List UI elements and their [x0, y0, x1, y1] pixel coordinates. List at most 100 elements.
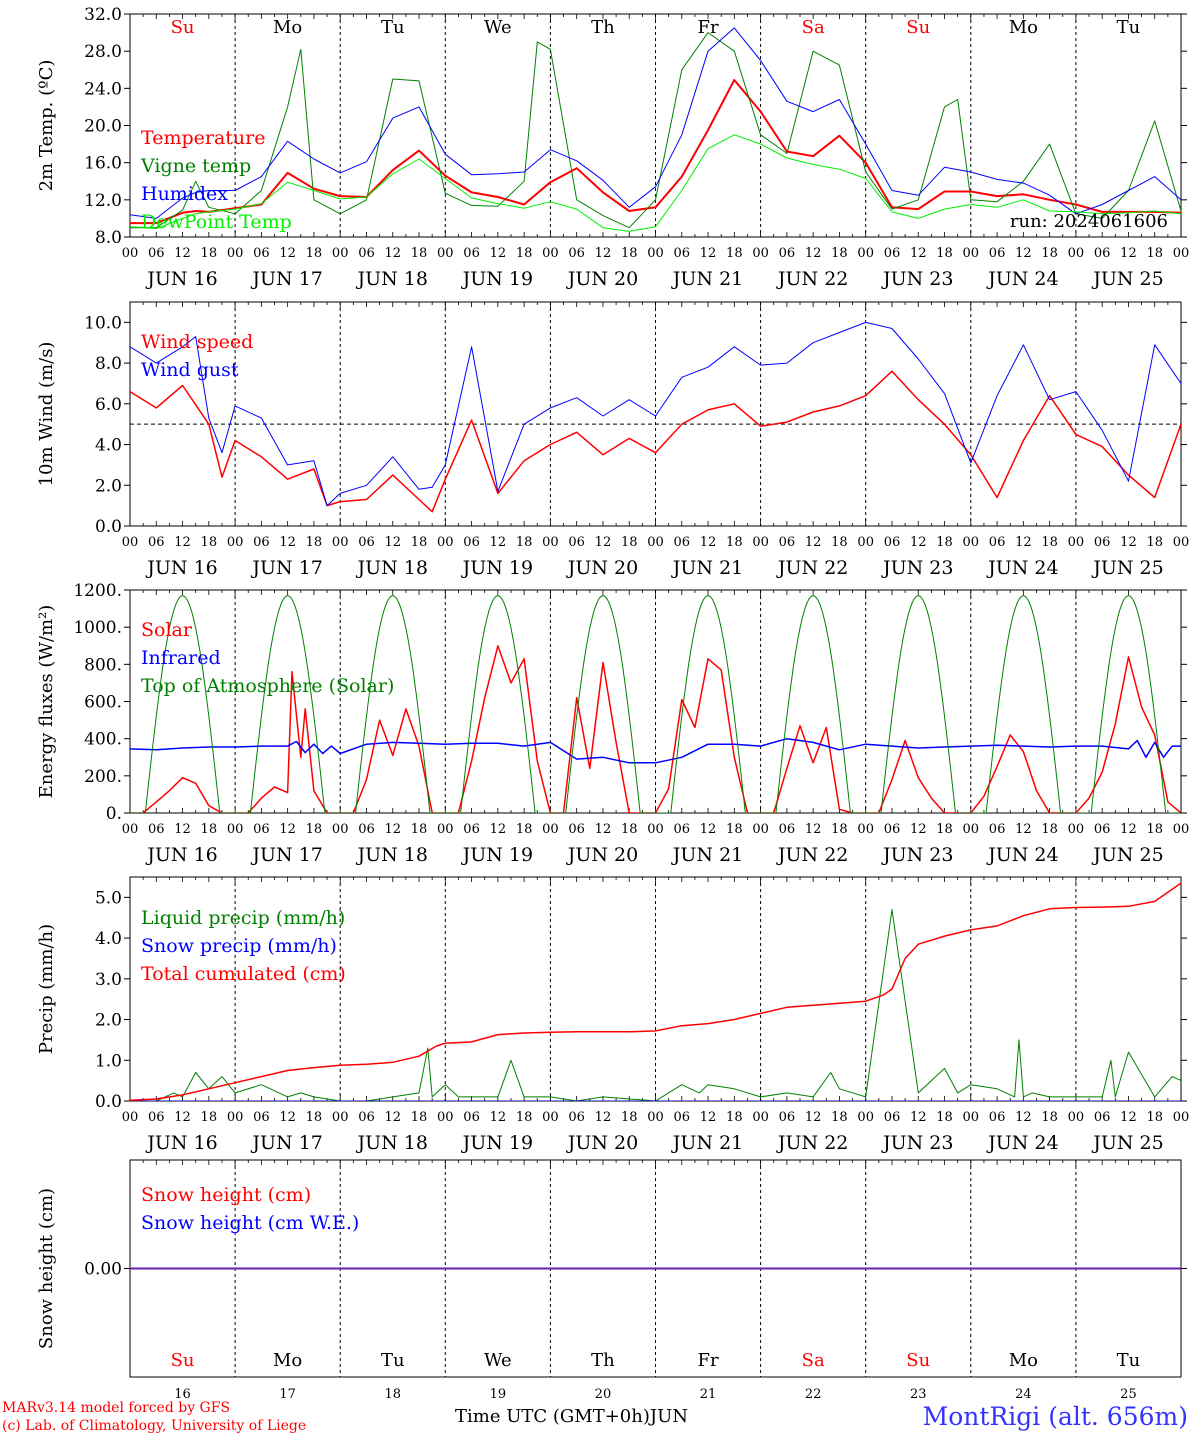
y-axis-label: 2m Temp. (ºC) — [36, 60, 57, 192]
hour-label: 06 — [779, 822, 796, 837]
hour-label: 12 — [700, 246, 717, 261]
series-infrared — [130, 737, 1181, 764]
credit-model: MARv3.14 model forced by GFS — [2, 1400, 231, 1416]
hour-label: 06 — [884, 1110, 901, 1125]
day-number-label: 17 — [279, 1387, 296, 1402]
weekday-label: Tu — [1117, 17, 1141, 38]
hour-label: 12 — [700, 1110, 717, 1125]
hour-label: 18 — [621, 1110, 638, 1125]
date-label: JUN 21 — [671, 268, 743, 290]
date-label: JUN 23 — [881, 1132, 953, 1154]
hour-label: 12 — [1015, 535, 1032, 550]
hour-label: 12 — [1120, 822, 1137, 837]
hour-label: 12 — [805, 246, 822, 261]
hour-label: 12 — [1015, 246, 1032, 261]
series-vigne-temp — [130, 32, 1181, 229]
hour-label: 06 — [358, 246, 375, 261]
hour-label: 06 — [463, 1110, 480, 1125]
hour-label: 00 — [963, 246, 980, 261]
hour-label: 06 — [253, 822, 270, 837]
hour-label: 12 — [700, 822, 717, 837]
legend-wind-speed: Wind speed — [141, 331, 253, 353]
hour-label: 18 — [1041, 822, 1058, 837]
date-label: JUN 17 — [250, 1132, 322, 1154]
hour-label: 00 — [122, 822, 139, 837]
panel-frame — [129, 13, 1182, 238]
series-liquid-precip-mm-h- — [130, 909, 1181, 1101]
hour-label: 00 — [1173, 246, 1190, 261]
legend-vigne-temp: Vigne temp — [140, 155, 251, 177]
hour-label: 06 — [1094, 1110, 1111, 1125]
weekday-label: Fr — [698, 1350, 719, 1371]
hour-label: 06 — [884, 535, 901, 550]
hour-label: 00 — [122, 1110, 139, 1125]
hour-label: 06 — [148, 822, 165, 837]
weekday-label: Su — [171, 17, 195, 38]
hour-label: 06 — [358, 822, 375, 837]
hour-label: 18 — [201, 535, 218, 550]
hour-label: 18 — [411, 246, 428, 261]
station-name: MontRigi (alt. 656m) — [922, 1402, 1188, 1431]
y-tick-label: 0.00 — [84, 1260, 122, 1280]
weekday-label: We — [484, 1350, 512, 1371]
day-number-label: 16 — [174, 1387, 191, 1402]
hour-label: 06 — [148, 1110, 165, 1125]
hour-label: 12 — [910, 822, 927, 837]
legend-total-cumulated-cm-: Total cumulated (cm) — [141, 963, 346, 985]
weekday-label: Tu — [1117, 1350, 1141, 1371]
hour-label: 18 — [516, 1110, 533, 1125]
y-axis-label: Energy fluxes (W/m²) — [36, 605, 57, 799]
legend-top-of-atmosphere-solar-: Top of Atmosphere (Solar) — [141, 675, 394, 697]
panel-frame — [129, 301, 1182, 527]
series-wind-gust — [130, 321, 1181, 507]
hour-label: 12 — [1015, 822, 1032, 837]
hour-label: 12 — [910, 535, 927, 550]
y-tick-label: 10.0 — [84, 313, 122, 333]
date-label: JUN 18 — [356, 844, 428, 866]
weekday-label: Mo — [273, 1350, 302, 1371]
day-number-label: 20 — [595, 1387, 612, 1402]
hour-label: 18 — [726, 1110, 743, 1125]
hour-label: 00 — [332, 1110, 349, 1125]
hour-label: 00 — [542, 822, 559, 837]
hour-label: 06 — [568, 1110, 585, 1125]
hour-label: 12 — [1120, 1110, 1137, 1125]
day-number-label: 21 — [700, 1387, 717, 1402]
legend-infrared: Infrared — [141, 647, 221, 669]
weekday-label: Mo — [1009, 1350, 1038, 1371]
hour-label: 00 — [963, 535, 980, 550]
hour-label: 12 — [1120, 246, 1137, 261]
day-number-label: 19 — [490, 1387, 507, 1402]
y-tick-label: 28.0 — [84, 42, 122, 62]
hour-label: 00 — [1173, 1110, 1190, 1125]
panel-5: 0.00 Snow height (cm) Snow height (cm) Snow… — [36, 1159, 1187, 1402]
hour-label: 18 — [1146, 1110, 1163, 1125]
date-label: JUN 25 — [1091, 557, 1163, 579]
hour-label: 06 — [253, 535, 270, 550]
hour-label: 18 — [411, 822, 428, 837]
hour-label: 12 — [910, 246, 927, 261]
hour-label: 00 — [542, 246, 559, 261]
weekday-label: Tu — [381, 17, 405, 38]
weekday-label: Tu — [381, 1350, 405, 1371]
hour-label: 00 — [332, 822, 349, 837]
date-label: JUN 20 — [566, 844, 638, 866]
hour-label: 12 — [490, 822, 507, 837]
date-label: JUN 17 — [250, 844, 322, 866]
y-tick-label: 200. — [84, 767, 122, 787]
hour-label: 18 — [201, 1110, 218, 1125]
date-label: JUN 24 — [986, 557, 1058, 579]
date-label: JUN 23 — [881, 557, 953, 579]
hour-label: 18 — [621, 822, 638, 837]
hour-label: 06 — [1094, 822, 1111, 837]
hour-label: 00 — [963, 822, 980, 837]
hour-label: 18 — [516, 246, 533, 261]
date-label: JUN 19 — [461, 844, 533, 866]
y-axis-label: Snow height (cm) — [36, 1188, 57, 1349]
hour-label: 18 — [516, 535, 533, 550]
hour-label: 06 — [148, 535, 165, 550]
hour-label: 12 — [279, 822, 296, 837]
weekday-label: We — [484, 17, 512, 38]
hour-label: 18 — [201, 246, 218, 261]
series-temperature — [130, 79, 1181, 225]
